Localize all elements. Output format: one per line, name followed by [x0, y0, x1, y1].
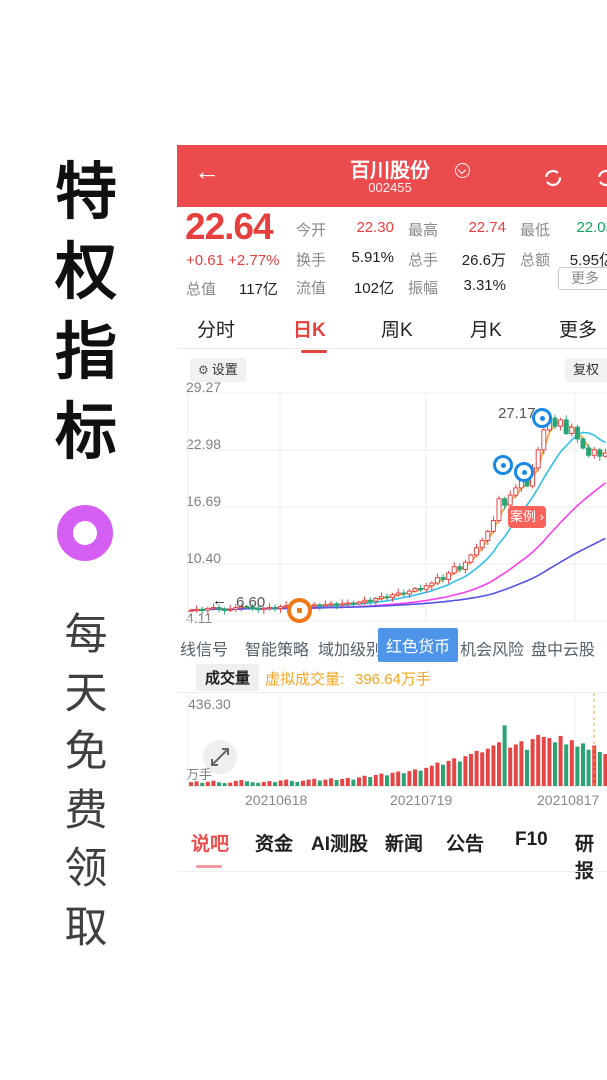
back-button[interactable]: ←: [194, 156, 220, 186]
stat-value: 102亿: [353, 280, 394, 297]
stat-value: 22.74: [468, 219, 506, 236]
signal-marker-icon: [493, 455, 513, 475]
promo-ring-icon: [57, 505, 113, 561]
bottom-tab-ai[interactable]: AI测股: [311, 834, 369, 855]
y-axis-label: 10.40: [186, 550, 222, 566]
x-axis-date: 20210817: [537, 792, 600, 808]
fullscreen-expand-button[interactable]: [203, 740, 237, 774]
x-axis-date: 20210719: [390, 792, 453, 808]
strategy-tab-selected[interactable]: 红色货币: [378, 628, 459, 662]
stat-value: 22.30: [356, 219, 394, 236]
stat-label: 总额: [520, 252, 551, 269]
stat-label: 流值: [296, 280, 327, 297]
peak-price-label: 27.17: [498, 405, 536, 422]
price-change: +0.61 +2.77%: [186, 252, 280, 269]
expand-arrows-icon: [211, 748, 229, 766]
stat-label: 振幅: [408, 280, 439, 297]
case-example-badge[interactable]: 案例 ›: [508, 506, 546, 528]
bottom-tab-news[interactable]: 新闻: [385, 834, 424, 855]
bottom-tab-shuoba[interactable]: 说吧: [191, 834, 230, 855]
tab-more[interactable]: 更多: [559, 320, 598, 341]
tab-daily-k[interactable]: 日K: [293, 320, 326, 341]
divider: [177, 692, 607, 693]
strategy-tab[interactable]: 盘中云股: [531, 642, 596, 659]
promo-vertical-title: 特 权 指 标: [54, 158, 117, 467]
stat-label: 最高: [408, 222, 439, 239]
stat-label: 总手: [408, 252, 439, 269]
tab-fenshi[interactable]: 分时: [197, 320, 236, 341]
kline-chart[interactable]: [177, 385, 607, 625]
settings-label: 设置: [211, 362, 238, 377]
signal-marker-icon: [532, 408, 552, 428]
stat-label: 总值: [186, 281, 217, 298]
stat-value: 3.31%: [463, 277, 506, 294]
promo-vertical-subtitle: 每 天 免 费 领 取: [64, 611, 108, 952]
stat-value: 22.03: [576, 219, 607, 236]
y-axis-label: 4.11: [186, 610, 213, 626]
bottom-tab-report[interactable]: 研报: [575, 834, 595, 882]
strategy-tab[interactable]: 机会风险: [460, 642, 525, 659]
stat-value: 26.6万: [461, 252, 506, 269]
divider: [177, 348, 607, 349]
bottom-tab-funds[interactable]: 资金: [255, 834, 294, 855]
adjust-price-button[interactable]: 复权: [565, 358, 607, 382]
bottom-tab-f10[interactable]: F10: [515, 829, 548, 850]
tab-weekly-k[interactable]: 周K: [381, 320, 413, 341]
last-price: 22.64: [185, 206, 274, 247]
virtual-volume-label: 虚拟成交量:: [265, 671, 345, 688]
settings-button[interactable]: ⚙ 设置: [190, 358, 246, 382]
y-axis-label: 29.27: [186, 379, 222, 395]
active-tab-underline: [301, 350, 327, 353]
volume-chart[interactable]: [177, 693, 607, 789]
volume-label[interactable]: 成交量: [196, 664, 260, 691]
refresh-icon[interactable]: [543, 168, 563, 188]
stock-code: 002455: [368, 180, 412, 195]
bottom-tab-notice[interactable]: 公告: [446, 834, 485, 855]
tab-monthly-k[interactable]: 月K: [470, 320, 502, 341]
stat-value: 5.95亿: [569, 252, 607, 269]
stat-label: 最低: [520, 222, 551, 239]
strategy-tab[interactable]: 线信号: [180, 642, 229, 659]
strategy-tab[interactable]: 智能策略: [245, 642, 310, 659]
x-axis-date: 20210618: [245, 792, 308, 808]
chevron-down-icon[interactable]: [455, 163, 470, 178]
stat-label: 今开: [296, 222, 327, 239]
y-axis-label: 22.98: [186, 436, 222, 452]
stock-title[interactable]: 百川股份: [350, 160, 430, 182]
search-icon[interactable]: [596, 168, 607, 188]
volume-y-max: 436.30: [188, 696, 231, 712]
signal-marker-icon: [287, 598, 312, 623]
header-bar: [177, 145, 607, 207]
low-price-label: 6.60: [236, 594, 266, 611]
y-axis-label: 16.69: [186, 493, 222, 509]
virtual-volume-value: 396.64万手: [355, 671, 431, 688]
stat-value: 117亿: [239, 281, 278, 298]
more-button[interactable]: 更多: [558, 267, 607, 290]
arrow-left-icon: ←: [212, 592, 227, 609]
active-bottom-tab-underline: [196, 865, 222, 868]
gear-icon: ⚙: [198, 363, 209, 377]
volume-unit: 万手: [186, 767, 213, 782]
stat-label: 换手: [296, 252, 327, 269]
stat-value: 5.91%: [351, 249, 394, 266]
strategy-tab[interactable]: 域加级别: [318, 642, 383, 659]
divider: [177, 871, 607, 872]
signal-marker-icon: [514, 462, 534, 482]
